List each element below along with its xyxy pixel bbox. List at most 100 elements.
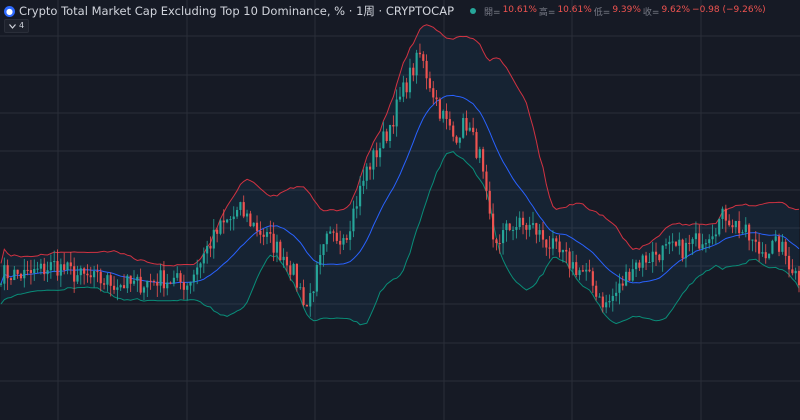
candle [265, 227, 269, 245]
candle-body [751, 239, 754, 241]
candle-body [156, 281, 159, 286]
candle [109, 272, 112, 297]
candle-body [734, 220, 737, 228]
candle [595, 280, 598, 301]
candle [485, 164, 488, 200]
candle-body [634, 262, 638, 270]
candle-body [508, 223, 511, 230]
candle-body [166, 282, 169, 289]
candle [56, 249, 59, 281]
candle-body [262, 234, 265, 237]
candle [754, 231, 757, 253]
candle [112, 276, 116, 294]
symbol-title[interactable]: Crypto Total Market Cap Excluding Top 10… [19, 4, 455, 18]
candle [275, 234, 279, 263]
candle-body [455, 136, 458, 143]
candle [9, 277, 13, 285]
candle [438, 97, 441, 122]
candle-body [93, 271, 96, 278]
candle-body [578, 270, 581, 276]
candle-body [412, 67, 415, 76]
candle-body [774, 236, 777, 241]
candle [235, 206, 239, 219]
candle-body [691, 239, 694, 244]
candle [69, 251, 72, 275]
candle [156, 273, 159, 297]
candle [581, 265, 584, 273]
candle-body [83, 268, 86, 274]
candle-body [19, 273, 23, 279]
candle-body [744, 224, 747, 233]
candle-body [422, 54, 425, 61]
candle-body [591, 271, 594, 286]
candle [728, 214, 731, 227]
candle-body [791, 269, 794, 274]
candle-body [728, 220, 731, 226]
candle-body [212, 229, 215, 249]
indicators-toggle[interactable]: 4 [4, 19, 30, 33]
candle [119, 283, 122, 291]
candle [492, 203, 495, 248]
candle-body [625, 271, 628, 286]
candle [505, 220, 508, 242]
candle [192, 269, 195, 292]
candle [714, 227, 717, 245]
candles [0, 43, 800, 317]
candle [758, 233, 761, 262]
candle-body [319, 255, 322, 265]
candle-body [644, 255, 648, 263]
candle-body [109, 275, 112, 286]
candle [49, 254, 52, 279]
candle-body [605, 302, 608, 308]
candle-body [89, 275, 92, 278]
candle [405, 77, 408, 99]
candle-body [69, 262, 72, 267]
candle-body [794, 270, 797, 274]
candle [588, 259, 591, 273]
candle-body [611, 295, 614, 301]
candle [432, 81, 435, 105]
candle-body [585, 269, 588, 272]
candle [568, 247, 571, 278]
candle [378, 142, 382, 167]
candle [339, 230, 342, 255]
candle-body [146, 280, 149, 288]
candle-body [694, 233, 698, 240]
candle-body [608, 300, 611, 303]
candle-body [781, 241, 784, 252]
candle [129, 275, 132, 292]
candle [525, 222, 528, 240]
candle-body [235, 209, 239, 217]
candle [302, 279, 305, 307]
candle [162, 261, 166, 297]
candle [495, 238, 498, 251]
candle-body [621, 283, 624, 286]
candle [458, 137, 461, 149]
candle-body [482, 149, 485, 172]
candle-body [511, 229, 515, 231]
candle [738, 211, 741, 239]
candle [272, 222, 275, 262]
candle-body [492, 213, 495, 240]
candle [448, 111, 451, 131]
candle [222, 209, 225, 234]
candle [93, 265, 96, 288]
candle [791, 259, 794, 276]
candle-body [112, 285, 116, 290]
candle-body [452, 125, 455, 137]
candle-body [738, 220, 741, 234]
candle-body [206, 245, 209, 254]
candle-body [6, 265, 9, 279]
live-status-dot [470, 8, 477, 14]
candle-body [139, 276, 142, 293]
candle-body [239, 202, 242, 210]
candle [787, 247, 791, 278]
candle-body [375, 150, 378, 158]
candle [625, 264, 628, 287]
candle-body [196, 267, 199, 275]
candle-body [295, 264, 299, 288]
candle-body [315, 264, 318, 292]
candle [452, 121, 455, 142]
candle [209, 236, 212, 258]
